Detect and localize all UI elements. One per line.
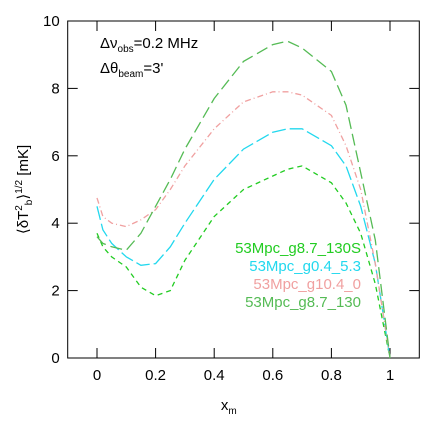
legend-label: 53Mpc_g10.4_0 bbox=[253, 276, 361, 293]
y-tick-label: 8 bbox=[51, 80, 59, 97]
y-axis-label-part: b bbox=[24, 199, 35, 205]
y-tick-label: 2 bbox=[51, 283, 59, 300]
x-tick-label: 0.4 bbox=[204, 367, 225, 384]
series-line bbox=[96, 165, 391, 359]
legend-label: 53Mpc_g0.4_5.3 bbox=[249, 258, 361, 275]
y-axis-label-part: 1/2 bbox=[14, 179, 25, 193]
annotation-part: Δν bbox=[100, 35, 118, 52]
legend-label: 53Mpc_g8.7_130S bbox=[235, 240, 361, 257]
series-line bbox=[96, 40, 391, 359]
y-axis-label-part: 2 bbox=[14, 205, 25, 211]
legend-label: 53Mpc_g8.7_130 bbox=[245, 294, 361, 311]
series-line bbox=[96, 128, 391, 359]
y-tick-label: 4 bbox=[51, 215, 59, 232]
x-tick-label: 0.8 bbox=[321, 367, 342, 384]
y-axis-label-part: ⟩ bbox=[15, 194, 32, 200]
plot-frame bbox=[67, 20, 420, 359]
y-axis-label: ⟨δT2b⟩1/2 [mK] bbox=[14, 145, 35, 234]
annotation: Δθbeam=3' bbox=[100, 60, 163, 80]
annotation-part: Δθ bbox=[100, 60, 118, 77]
annotation-part: =3' bbox=[143, 60, 163, 77]
x-axis-label: xm bbox=[221, 397, 237, 417]
x-tick-label: 0.6 bbox=[262, 367, 283, 384]
annotation: Δνobs=0.2 MHz bbox=[100, 35, 198, 55]
annotation-part: obs bbox=[118, 44, 134, 55]
annotation-part: =0.2 MHz bbox=[134, 35, 199, 52]
x-tick-label: 0.2 bbox=[145, 367, 166, 384]
x-tick-label: 0 bbox=[93, 367, 101, 384]
y-tick-label: 0 bbox=[51, 350, 59, 367]
y-axis-label-part: ⟨δT bbox=[15, 211, 32, 234]
annotation-part: beam bbox=[118, 69, 143, 80]
y-axis-label-part: [mK] bbox=[15, 145, 32, 180]
x-tick-label: 1 bbox=[386, 367, 394, 384]
x-axis-label-part: x bbox=[221, 397, 229, 414]
x-axis-label-part: m bbox=[228, 406, 236, 417]
y-tick-label: 10 bbox=[43, 13, 60, 30]
y-tick-label: 6 bbox=[51, 148, 59, 165]
series-line bbox=[96, 91, 391, 359]
